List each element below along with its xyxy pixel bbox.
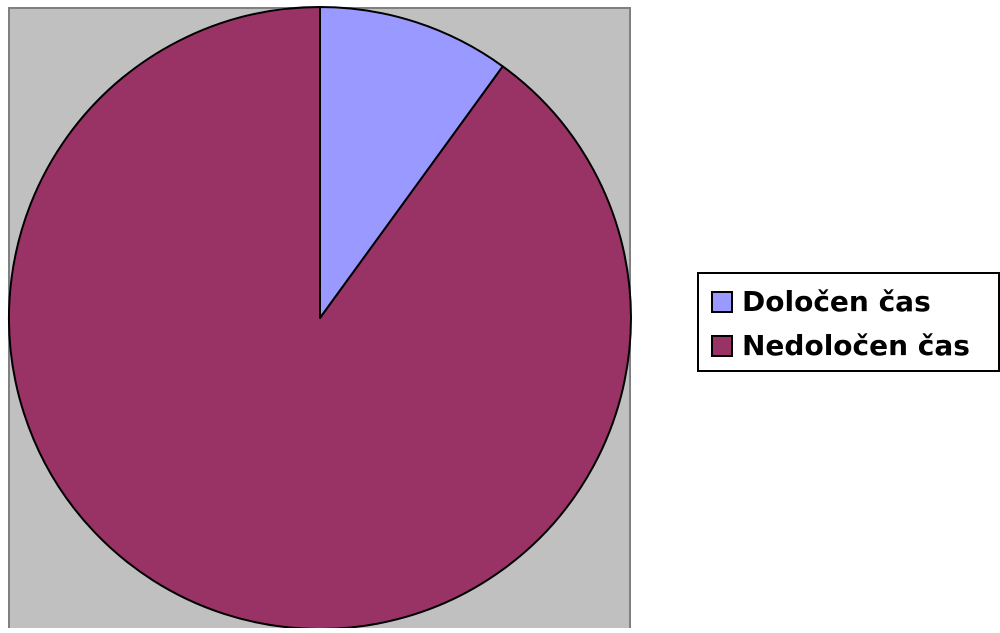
pie-slice-1 <box>8 6 632 630</box>
legend-swatch-nedolocen-cas <box>711 335 733 357</box>
legend-label-nedolocen-cas: Nedoločen čas <box>742 329 970 362</box>
pie-slice-0 <box>319 6 504 319</box>
legend-label-dolocen-cas: Določen čas <box>742 285 931 318</box>
pie-slices <box>8 6 632 630</box>
legend-swatch-dolocen-cas <box>711 291 733 313</box>
legend-item-dolocen-cas: Določen čas <box>711 280 998 324</box>
legend: Določen čas Nedoločen čas <box>697 272 1000 372</box>
legend-item-nedolocen-cas: Nedoločen čas <box>711 324 998 368</box>
